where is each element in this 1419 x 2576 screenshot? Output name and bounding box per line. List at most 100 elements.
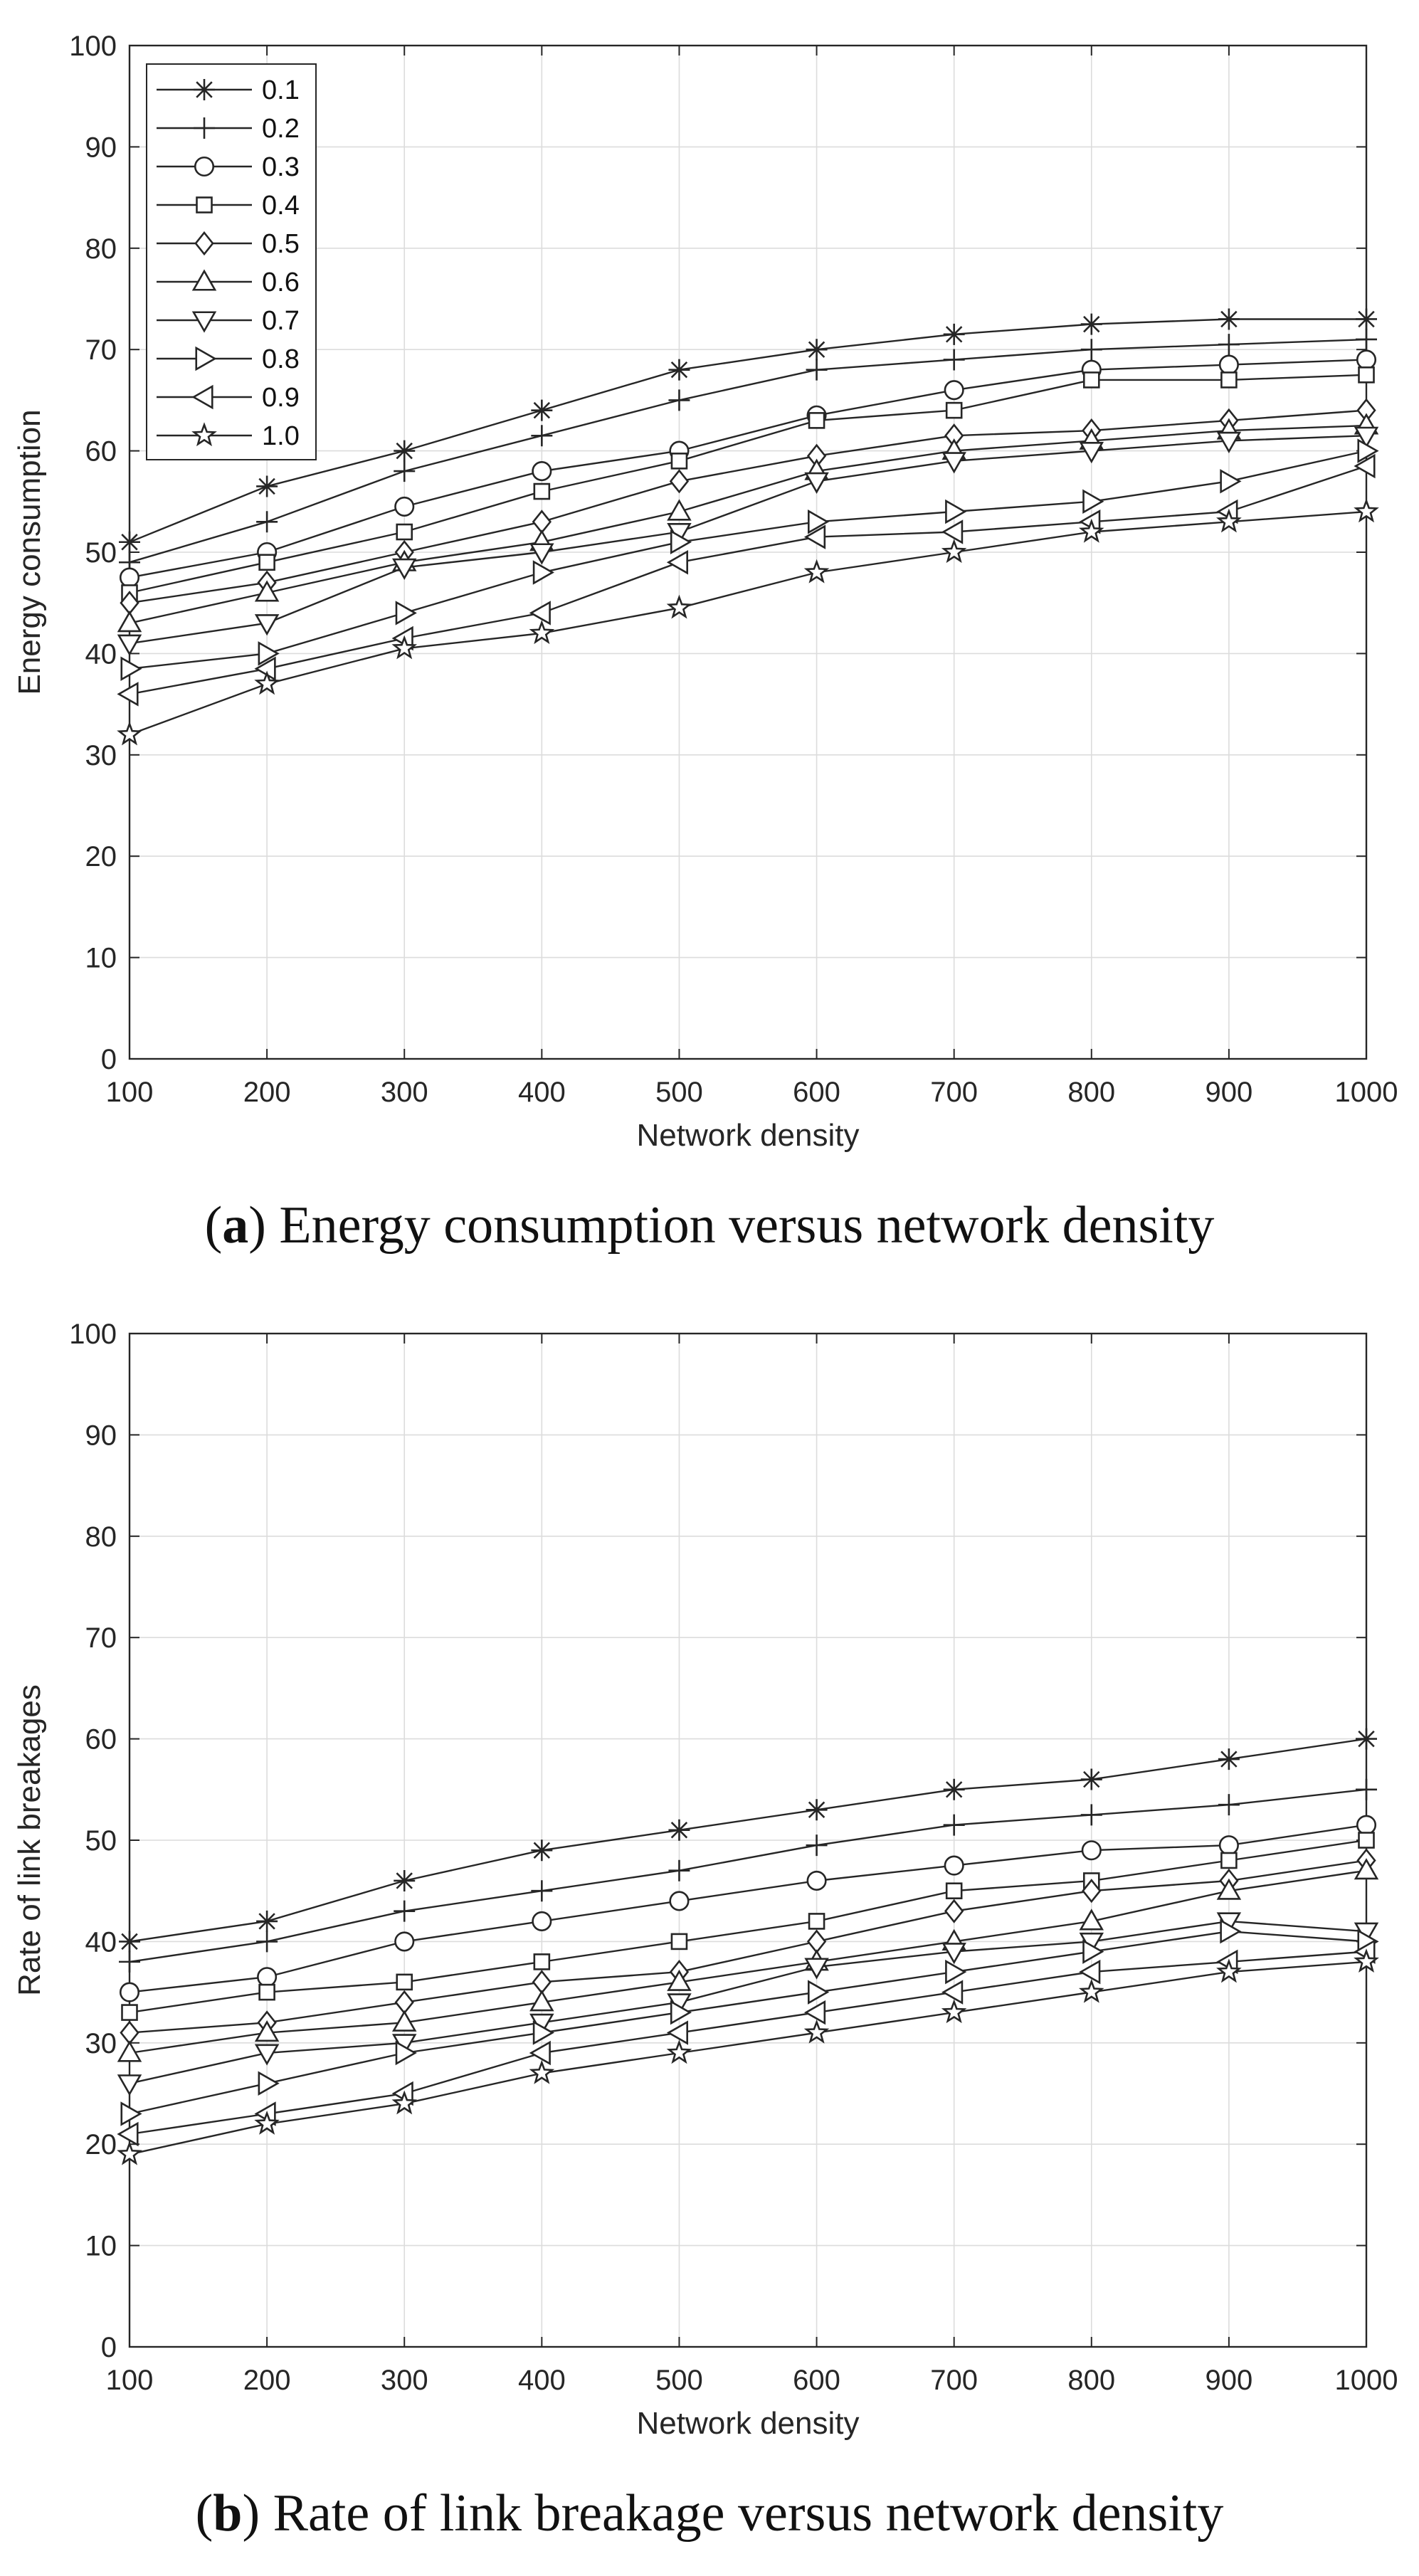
data-point (1357, 438, 1379, 463)
data-point (668, 389, 690, 411)
x-axis-label: Network density (636, 1118, 859, 1153)
data-point (1080, 1768, 1102, 1790)
data-point (531, 1839, 553, 1862)
data-point (669, 469, 690, 494)
legend-label: 0.5 (262, 229, 300, 259)
data-point (529, 1990, 554, 2012)
data-point (394, 496, 415, 517)
x-tick-label: 900 (1206, 2365, 1253, 2396)
link-breakage-chart: 100 200 300 400 500 600 700 800 900 1000 0 10 20 30 40… (12, 1319, 1398, 2441)
legend-marker (196, 196, 213, 213)
data-point (666, 549, 688, 575)
data-point (669, 1891, 690, 1911)
legend-entry: 0.2 (157, 114, 300, 144)
y-tick-label: 90 (85, 1420, 117, 1451)
data-point (668, 1819, 690, 1841)
series-1.0 (117, 1948, 1379, 2165)
x-tick-label: 100 (106, 2365, 154, 2396)
data-point (394, 1900, 416, 1922)
data-point (256, 1931, 278, 1953)
data-point (670, 453, 688, 470)
data-point (532, 1911, 552, 1931)
data-point (943, 1814, 965, 1836)
y-tick-label: 20 (85, 2129, 117, 2160)
data-point (1216, 1958, 1242, 1983)
legend-entry: 0.9 (157, 383, 300, 413)
data-point (1082, 1879, 1102, 1904)
data-point (1220, 371, 1238, 389)
data-point (121, 2004, 138, 2021)
y-tick-label: 30 (85, 2028, 117, 2059)
x-tick-label: 800 (1067, 2365, 1115, 2396)
x-tick-label: 300 (381, 2365, 428, 2396)
data-point (1218, 308, 1240, 330)
legend-entry: 0.4 (157, 191, 300, 221)
series-0.8 (120, 1918, 1379, 2126)
data-point (808, 510, 830, 534)
data-point (1080, 313, 1102, 335)
data-point (117, 2121, 139, 2147)
data-point (943, 323, 965, 345)
y-tick-label: 40 (85, 638, 117, 670)
data-point (531, 1880, 553, 1902)
y-axis-label: Rate of link breakages (12, 1684, 47, 1996)
data-point (117, 2074, 142, 2096)
series-0.2 (119, 1778, 1377, 1973)
data-point (394, 440, 416, 462)
data-point (529, 601, 551, 625)
data-point (803, 2000, 826, 2025)
legend-entry: 0.7 (157, 306, 300, 336)
data-point (945, 1959, 967, 1985)
series-0.4 (121, 1832, 1375, 2021)
data-point (117, 611, 142, 633)
x-tick-label: 400 (518, 1077, 566, 1108)
legend-marker (194, 231, 214, 256)
series-line (129, 1930, 1367, 2115)
series-line (129, 409, 1367, 604)
data-point (670, 1933, 688, 1951)
legend-entry: 0.8 (157, 344, 300, 374)
y-tick-label: 80 (85, 233, 117, 265)
data-point (254, 580, 280, 602)
y-tick-label: 10 (85, 943, 117, 974)
data-point (944, 380, 964, 401)
data-point (808, 1913, 825, 1930)
data-point (1218, 354, 1239, 375)
data-point (1356, 308, 1377, 330)
data-point (1079, 1959, 1101, 1985)
y-tick-label: 50 (85, 1825, 117, 1857)
legend-label: 0.8 (262, 344, 300, 374)
x-tick-label: 800 (1067, 1077, 1115, 1108)
data-point (119, 1931, 140, 1953)
data-point (1356, 1815, 1377, 1835)
caption-text: Energy consumption versus network densit… (279, 1196, 1215, 1255)
data-point (119, 1951, 140, 1973)
data-point (1079, 1909, 1104, 1931)
data-point (256, 1910, 278, 1932)
x-tick-label: 500 (655, 2365, 703, 2396)
x-tick-label: 400 (518, 2365, 566, 2396)
data-point (944, 1899, 964, 1923)
data-point (1216, 431, 1242, 453)
data-point (256, 511, 278, 533)
legend-label: 0.6 (262, 268, 300, 297)
legend-marker (194, 117, 215, 139)
data-point (391, 2010, 417, 2032)
data-point (396, 523, 413, 541)
data-point (258, 2071, 280, 2096)
data-point (1220, 1852, 1238, 1869)
data-point (258, 1983, 275, 2001)
y-tick-label: 60 (85, 436, 117, 468)
legend-box (146, 63, 317, 460)
y-tick-label: 30 (85, 740, 117, 771)
legend-label: 0.3 (262, 152, 300, 182)
data-point (803, 2019, 830, 2044)
data-point (254, 2044, 280, 2066)
data-point (529, 2059, 555, 2084)
legend-marker (194, 79, 215, 100)
data-point (120, 2101, 142, 2126)
data-point (1220, 469, 1242, 494)
y-tick-label: 70 (85, 1622, 117, 1654)
series-0.1 (119, 1728, 1377, 1953)
x-tick-label: 900 (1206, 1077, 1253, 1108)
